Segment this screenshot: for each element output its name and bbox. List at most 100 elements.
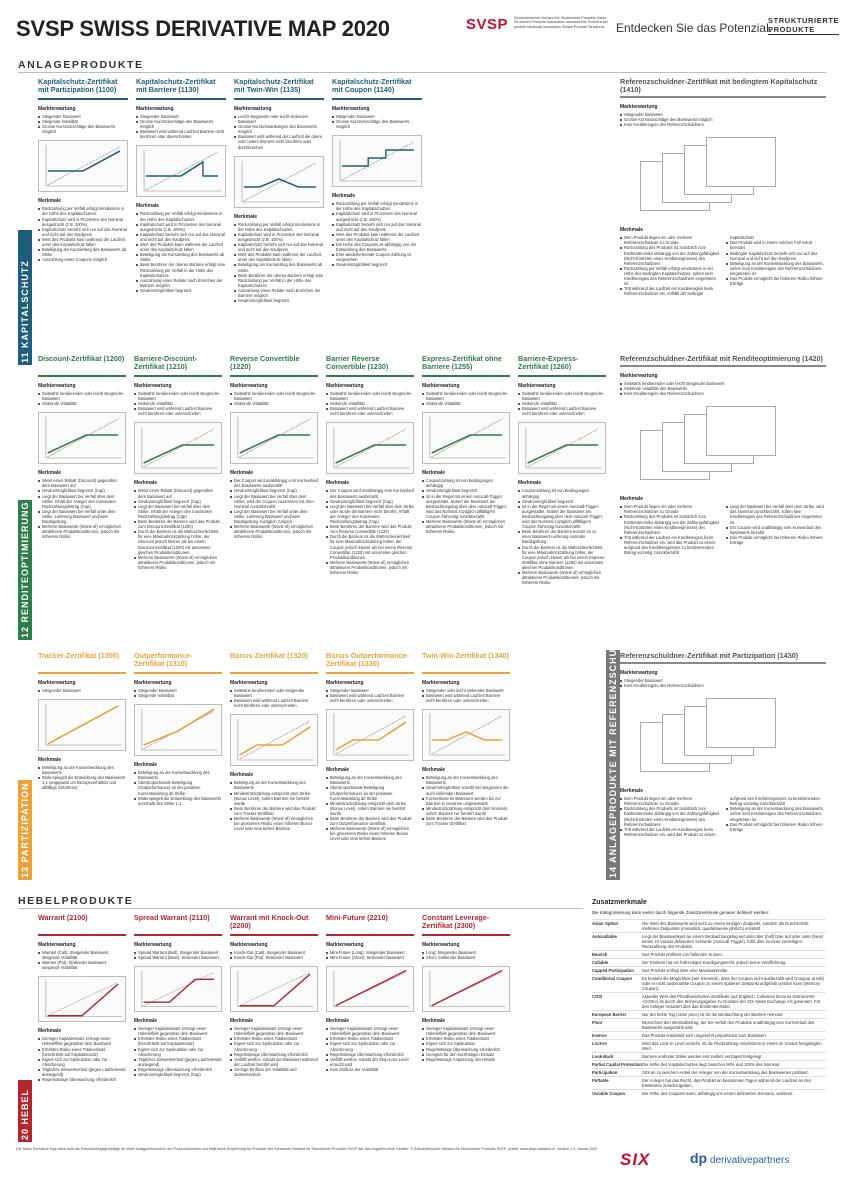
product-column: Reverse Convertible (1220) Markterwartung… (230, 355, 318, 539)
band-label-renditeoptimierung: 12 RENDITEOPTIMIERUNG (20, 501, 30, 638)
merkmale-item: Beim Berühren der oberen Barriere erfolg… (234, 273, 324, 288)
payoff-chart-lines (45, 704, 122, 746)
payoff-line (47, 434, 119, 455)
markterwartung-item: Warrant (Call): Steigender Basiswert, st… (38, 950, 126, 960)
referenzschuldner-title: Referenzschuldner-Zertifikat mit bedingt… (620, 77, 818, 94)
section-title-hebelprodukte: HEBELPRODUKTE (18, 895, 134, 907)
merkmale-label: Merkmale (134, 762, 158, 769)
payoff-line (243, 177, 316, 188)
zusatz-value: Nur der letzte Tag (close price) ist für… (642, 1012, 784, 1017)
merkmale-item: Mehrere Basiswerte (Worst-of) ermögliche… (518, 570, 606, 585)
merkmale-label: Merkmale (38, 198, 62, 205)
payoff-chart-lines (141, 427, 218, 469)
merkmale-item: Eignet sich zur Spekulation (422, 1041, 510, 1046)
payoff-chart (136, 145, 226, 198)
product-title-rule (422, 672, 510, 674)
markterwartung-item: Seitwärts tendierender oder leicht steig… (230, 391, 318, 401)
markterwartung-item: Grosse Kursrückschläge des Basiswerts mö… (620, 117, 826, 122)
merkmale-item: Das Produkt ermöglicht bei höherem Risik… (726, 276, 826, 286)
merkmale-item: Eignet sich zur Spekulation oder zur Abs… (230, 1041, 318, 1052)
merkmale-item: Beteiligung an der Kursentwicklung des B… (134, 770, 222, 780)
payoff-line (335, 444, 407, 465)
markterwartung-label: Markterwartung (326, 942, 364, 948)
merkmale-list: Beteiligung an der Kursentwicklung des B… (230, 780, 318, 831)
band-label-hebel: 20 HEBEL (20, 1088, 30, 1140)
markterwartung-item: Steigender Basiswert (38, 688, 126, 693)
merkmale-item: Mehrere Basiswerte (Worst-of) ermögliche… (326, 826, 414, 841)
zusatz-value: Wird das Lock-In Level erreicht, ist die… (642, 1041, 822, 1051)
markterwartung-item: Steigender Basiswert (620, 678, 826, 683)
merkmale-list: Dem Produkt liegen ein oder mehrere Refe… (620, 235, 826, 296)
markterwartung-list: Steigender Basiswert Steigende Volatilitä… (134, 688, 222, 698)
zusatz-value: Der Emittent hat ein frühzeitiges Kündig… (642, 960, 787, 965)
merkmale-item: Dem Produkt liegen ein oder mehrere Refe… (620, 504, 720, 514)
product-title-rule (518, 375, 606, 377)
zusatz-value: Gibt an zu welchem Anteil der Anleger vo… (642, 1070, 809, 1075)
payoff-chart (38, 412, 126, 465)
product-column: Kapitalschutz-Zertifikat mit Coupon (114… (332, 78, 422, 268)
underlying-line (143, 429, 215, 468)
merkmale-list: Weist einen Rabatt (Discount) gegenüber … (38, 478, 126, 539)
payoff-chart (518, 422, 606, 475)
zusatz-row: Capped Participation Das Produkt verfügt … (592, 966, 826, 974)
payoff-chart-lines (141, 708, 218, 751)
merkmale-item: Tägliches Zeitwertverlust (gegen Laufzei… (38, 1067, 126, 1077)
markterwartung-item: Seitwärts tendierender oder leicht steig… (422, 391, 510, 401)
zusatz-key: Partial Capital Protection (592, 1062, 642, 1067)
merkmale-label: Merkmale (518, 480, 542, 487)
payoff-chart-lines (45, 417, 122, 459)
payoff-chart (38, 140, 128, 193)
underlying-line (47, 418, 119, 458)
document-stack-illustration (620, 400, 826, 492)
referenzschuldner-rule (620, 96, 826, 98)
markterwartung-label: Markterwartung (620, 104, 658, 110)
product-title-rule (326, 672, 414, 674)
referenzschuldner-block: Referenzschuldner-Zertifikat mit bedingt… (620, 78, 826, 296)
merkmale-item: Eignet sich zur Spekulation oder zur Abs… (134, 1047, 222, 1057)
merkmale-item: Mehrere Basiswerte (Worst-of) ermögliche… (134, 555, 222, 570)
markterwartung-item: Sinkende Volatilität des Basiswerts (620, 386, 826, 391)
product-column: Barriere-Discount-Zertifikat (1210) Markt… (134, 355, 222, 570)
merkmale-item: Eignet sich zur Spekulation oder zur Abs… (38, 1057, 126, 1067)
zusatz-value: Die Höhe des Coupons kann, abhängig von … (642, 1091, 794, 1096)
merkmale-item: Das Produkt wird in einem solchen Fall s… (726, 240, 826, 250)
merkmale-item: Rückzahlung des Produkts ist zusätzlich … (620, 806, 720, 827)
payoff-line (143, 444, 215, 465)
merkmale-item: Mehrere Basiswerte (Worst-of) ermögliche… (326, 560, 414, 575)
merkmale-list: Beteiligung an der Kursentwicklung des B… (38, 765, 126, 790)
merkmale-item: Mehrere Basiswerte (Worst-of) ermögliche… (230, 816, 318, 831)
payoff-chart (422, 412, 510, 465)
product-title-rule (134, 672, 222, 674)
markterwartung-list: Steigender Basiswert Grosse Kursrückschlä… (332, 114, 422, 129)
zusatz-row: Callable Der Emittent hat ein frühzeitige… (592, 958, 826, 966)
zusatz-value: Es besteht die Möglichkeit (wie Szenario… (642, 976, 825, 991)
markterwartung-item: Grosse Kursrückschläge des Basiswerts mö… (136, 119, 226, 129)
merkmale-list: Geringer Kapitaleinsatz erzeugt einen He… (134, 1026, 222, 1077)
payoff-chart-lines (237, 970, 314, 1008)
page-title: SVSP SWISS DERIVATIVE MAP 2020 (16, 16, 390, 41)
merkmale-item: Kapitalschutz wird in Prozenten des Nomi… (332, 211, 422, 222)
payoff-chart-lines (237, 417, 314, 459)
markterwartung-label: Markterwartung (134, 942, 172, 948)
underlying-line (47, 147, 121, 186)
merkmale-item: Auszahlung eines Coupons möglich (38, 257, 128, 262)
payoff-chart (332, 135, 422, 188)
merkmale-item: Liegt der Basiswert bei Verfall unter de… (38, 509, 126, 524)
markterwartung-label: Markterwartung (518, 383, 556, 389)
zusatz-row: Variable Coupon Die Höhe des Coupons kann… (592, 1089, 826, 1097)
six-logo: SIX (620, 1150, 651, 1169)
payoff-chart-lines (45, 980, 122, 1018)
payoff-line (335, 721, 407, 751)
merkmale-item: Mehrere Basiswerte (Worst-of) ermögliche… (422, 519, 510, 534)
merkmale-item: Erhöhtes Risiko eines Totalverlusts (bes… (38, 1047, 126, 1057)
zusatz-row: Autocallable Liegt der Basiswertkurs an e… (592, 932, 826, 950)
zusatz-title: Zusatzmerkmale (592, 899, 647, 906)
merkmale-item: Der Coupon wird unabhängig vom Kursverla… (326, 488, 414, 499)
underlying-line (341, 141, 415, 181)
zusatz-key: COSI (592, 994, 603, 999)
merkmale-item: Mehrere Basiswerte (Worst-of) ermögliche… (38, 524, 126, 539)
zusatzmerkmale: Zusatzmerkmale Die Kategorisierung kann … (592, 899, 826, 1097)
markterwartung-label: Markterwartung (230, 383, 268, 389)
merkmale-item: Beim Berühren der Barriere wird das Prod… (422, 816, 510, 826)
merkmale-item: Wert des Produkts kann während der Laufz… (332, 232, 422, 242)
